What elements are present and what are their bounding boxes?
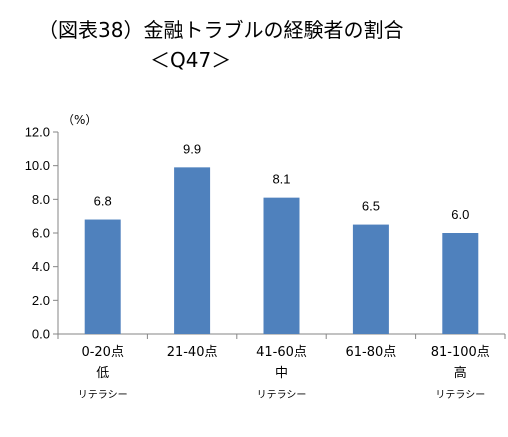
category-label: 41-60点 xyxy=(256,345,307,360)
y-unit-label: （%） xyxy=(62,113,97,127)
category-label: 61-80点 xyxy=(346,345,397,360)
data-label: 6.5 xyxy=(362,199,380,214)
y-tick-label: 4.0 xyxy=(32,259,50,274)
bar xyxy=(174,167,211,334)
y-tick-label: 10.0 xyxy=(25,158,50,173)
category-label: 0-20点 xyxy=(81,345,124,360)
category-level-label: 低 xyxy=(96,366,109,381)
bar xyxy=(84,219,121,334)
data-label: 8.1 xyxy=(272,172,290,187)
data-label: 6.0 xyxy=(451,207,469,222)
y-tick-label: 6.0 xyxy=(32,226,50,241)
category-sub-label: リテラシー xyxy=(257,389,307,401)
bars xyxy=(84,167,479,334)
bar xyxy=(352,224,389,334)
category-level-label: 高 xyxy=(454,365,467,381)
y-tick-label: 12.0 xyxy=(25,125,50,140)
data-label: 9.9 xyxy=(183,141,201,156)
category-level-label: 中 xyxy=(275,366,288,381)
y-tick-label: 2.0 xyxy=(32,293,50,308)
category-sub-label: リテラシー xyxy=(435,389,485,401)
axes: 0.0 2.0 4.0 6.0 8.0 10.0 12.0 （%） xyxy=(25,113,506,342)
data-label: 6.8 xyxy=(94,194,112,209)
category-sub-label: リテラシー xyxy=(78,389,128,401)
category-label: 21-40点 xyxy=(167,345,218,360)
y-tick-label: 8.0 xyxy=(32,192,50,207)
y-tick-label: 0.0 xyxy=(32,327,50,342)
bar xyxy=(442,233,479,334)
data-labels: 6.8 9.9 8.1 6.5 6.0 xyxy=(94,141,470,222)
category-label: 81-100点 xyxy=(431,345,490,360)
chart-title: （図表38）金融トラブルの経験者の割合 xyxy=(38,18,404,42)
chart-subtitle: ＜Q47＞ xyxy=(150,48,232,72)
bar xyxy=(263,197,300,334)
